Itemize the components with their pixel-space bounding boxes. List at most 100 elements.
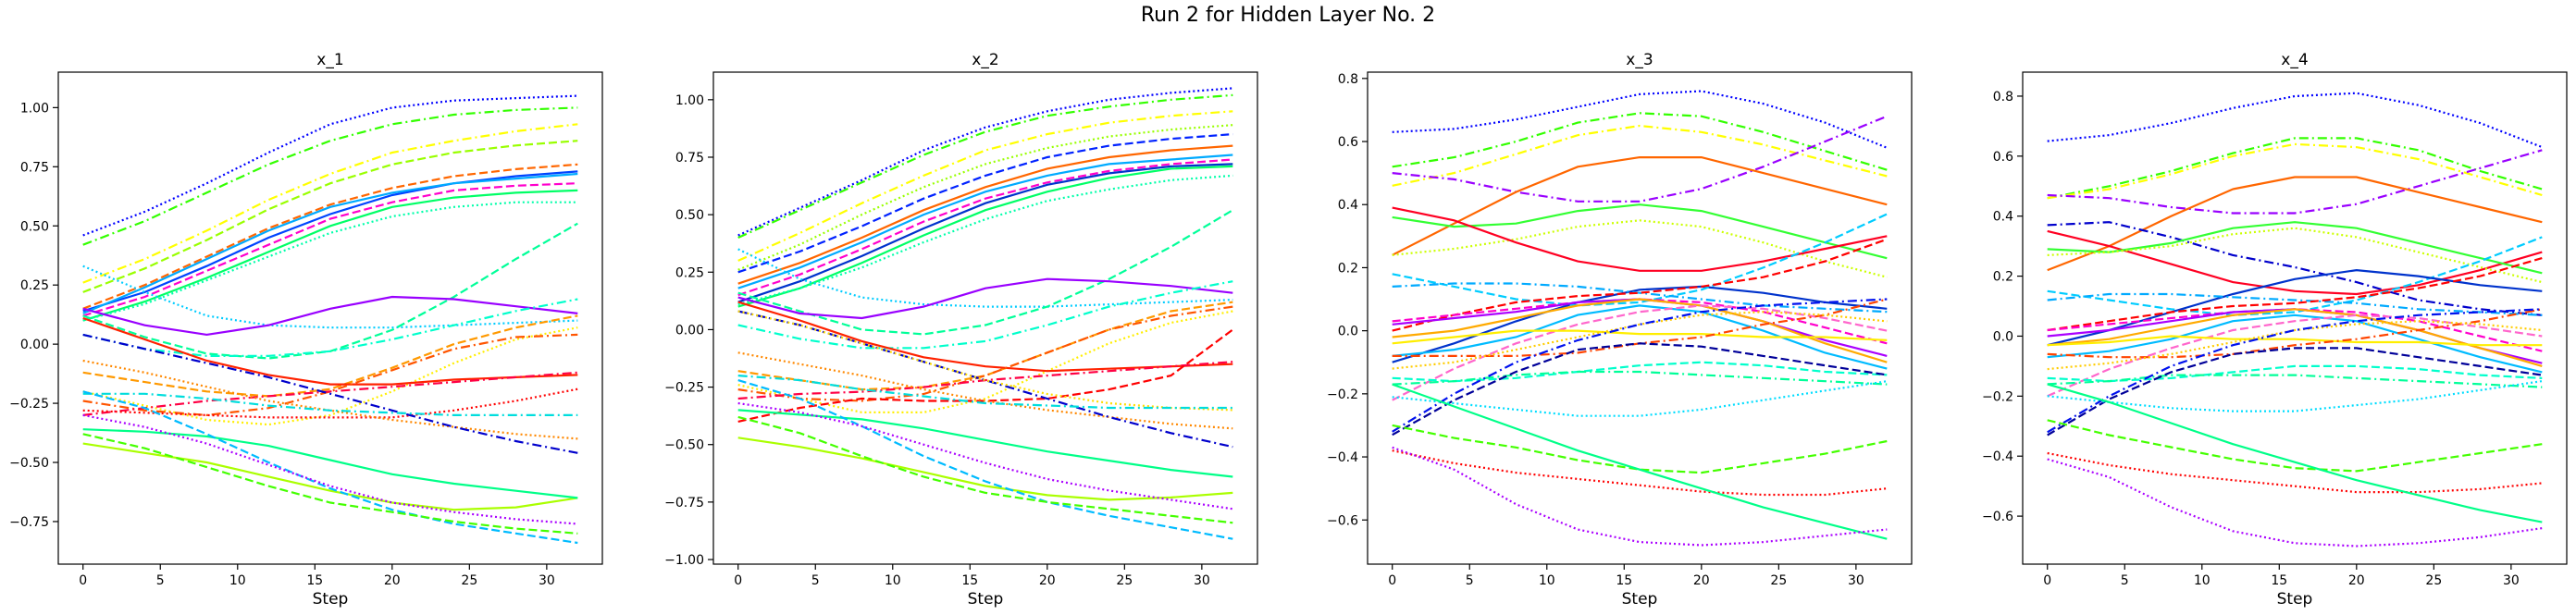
- series-line-14: [82, 298, 578, 357]
- x-tick-label: 20: [1693, 573, 1710, 588]
- y-tick-label: 0.50: [20, 219, 49, 234]
- y-tick-label: 1.00: [20, 101, 49, 116]
- y-tick-label: −0.2: [1327, 387, 1358, 402]
- y-tick-label: 0.00: [675, 323, 704, 338]
- series-line-8: [737, 158, 1233, 297]
- x-axis-label: Step: [1622, 590, 1658, 609]
- series-line-4: [1392, 115, 1888, 203]
- y-tick-label: 0.6: [1338, 135, 1358, 150]
- x-tick-label: 25: [461, 573, 477, 588]
- series-line-1: [737, 87, 1233, 237]
- series-line-5: [1392, 156, 1888, 256]
- series-line-12: [2047, 292, 2543, 316]
- series-line-6: [2047, 221, 2543, 316]
- series-line-7: [2047, 229, 2543, 296]
- series-line-7: [737, 154, 1233, 289]
- y-tick-label: −0.75: [664, 496, 704, 510]
- x-tick-label: 0: [734, 573, 742, 588]
- series-line-28: [737, 379, 1233, 540]
- series-line-17: [2047, 314, 2543, 374]
- x-tick-label: 25: [1116, 573, 1133, 588]
- series-line-2: [1392, 112, 1888, 171]
- series-line-12: [1392, 238, 1888, 332]
- series-line-10: [1392, 213, 1888, 307]
- series-line-11: [1392, 282, 1888, 314]
- series-line-9: [737, 163, 1233, 303]
- series-line-21: [82, 359, 578, 440]
- series-line-21: [2047, 320, 2543, 371]
- x-tick-label: 30: [1848, 573, 1864, 588]
- subplot-title: x_4: [2281, 51, 2308, 69]
- y-tick-label: 0.00: [20, 338, 49, 352]
- series-line-29: [737, 401, 1233, 510]
- series-line-3: [82, 123, 578, 284]
- plot-frame: [2022, 71, 2568, 565]
- series-line-13: [2047, 257, 2543, 332]
- series-line-27: [82, 413, 578, 525]
- series-line-3: [2047, 142, 2543, 200]
- series-line-11: [2047, 268, 2543, 347]
- series-line-1: [1392, 90, 1888, 149]
- series-line-18: [1392, 329, 1888, 345]
- x-tick-label: 25: [1770, 573, 1787, 588]
- series-line-16: [1392, 304, 1888, 370]
- y-tick-label: 0.50: [675, 208, 704, 223]
- x-tick-label: 0: [1388, 573, 1396, 588]
- series-line-4: [82, 140, 578, 293]
- series-line-13: [82, 295, 578, 337]
- x-tick-label: 10: [885, 573, 901, 588]
- x-tick-label: 25: [2425, 573, 2442, 588]
- x-tick-label: 15: [2271, 573, 2287, 588]
- y-tick-label: −0.50: [664, 438, 704, 453]
- series-line-11: [82, 264, 578, 329]
- x-tick-label: 20: [1039, 573, 1056, 588]
- x-tick-label: 0: [2043, 573, 2051, 588]
- series-line-19: [82, 371, 578, 416]
- y-tick-label: −1.00: [664, 553, 704, 568]
- series-line-29: [2047, 383, 2543, 523]
- y-tick-label: −0.4: [1327, 450, 1358, 465]
- series-line-28: [82, 433, 578, 535]
- y-tick-label: 0.75: [20, 160, 49, 175]
- series-line-30: [737, 415, 1233, 524]
- y-tick-label: −0.75: [9, 515, 49, 530]
- series-line-30: [2047, 458, 2543, 547]
- series-line-24: [737, 310, 1233, 412]
- x-tick-label: 10: [2194, 573, 2211, 588]
- series-line-16: [2047, 308, 2543, 367]
- series-line-8: [1392, 206, 1888, 272]
- x-tick-label: 30: [1194, 573, 1210, 588]
- series-group: [737, 87, 1233, 540]
- y-tick-label: −0.25: [9, 397, 49, 412]
- x-tick-label: 5: [2121, 573, 2129, 588]
- x-tick-label: 5: [1466, 573, 1474, 588]
- series-line-27: [2047, 419, 2543, 473]
- series-line-23: [2047, 374, 2543, 388]
- series-line-17: [737, 310, 1233, 413]
- series-line-15: [737, 280, 1233, 350]
- series-line-23: [82, 442, 578, 511]
- series-line-20: [82, 387, 578, 419]
- series-line-4: [2047, 149, 2543, 215]
- x-tick-label: 30: [539, 573, 555, 588]
- series-line-7: [1392, 219, 1888, 278]
- series-line-7: [82, 172, 578, 314]
- series-line-6: [737, 144, 1233, 285]
- series-line-16: [737, 301, 1233, 391]
- series-line-4: [737, 124, 1233, 271]
- series-line-12: [737, 248, 1233, 308]
- series-line-17: [1392, 304, 1888, 401]
- series-line-25: [1392, 298, 1888, 433]
- subplot-title: x_3: [1626, 51, 1653, 69]
- series-line-21: [1392, 361, 1888, 383]
- y-tick-label: 0.4: [1993, 210, 2013, 225]
- series-line-27: [1392, 449, 1888, 497]
- subplot-title: x_2: [972, 51, 998, 69]
- series-line-21: [737, 328, 1233, 423]
- series-line-15: [82, 314, 578, 398]
- x-axis-label: Step: [968, 590, 1004, 609]
- series-line-9: [1392, 285, 1888, 363]
- series-line-6: [82, 170, 578, 313]
- series-line-13: [737, 209, 1233, 336]
